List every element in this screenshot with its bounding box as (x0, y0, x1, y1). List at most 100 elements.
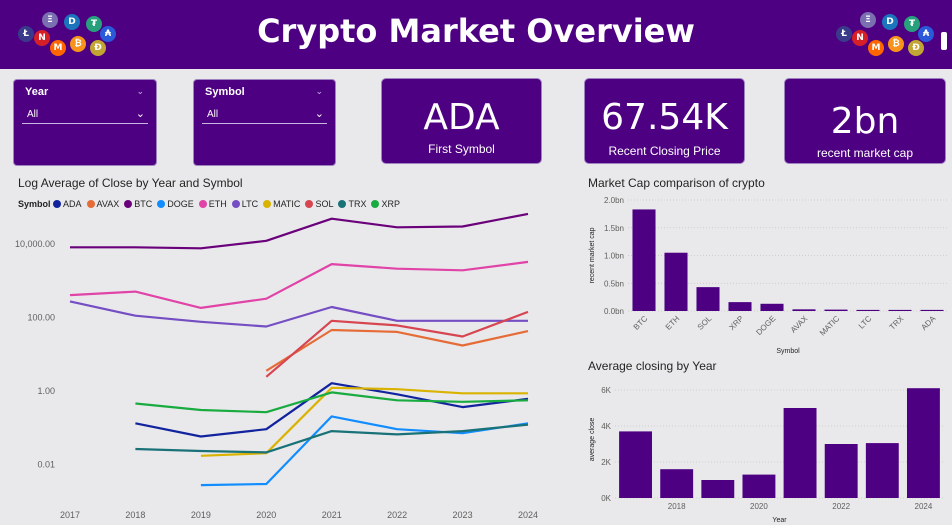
legend-item[interactable]: MATIC (263, 199, 300, 209)
kpi-card-market-cap: 2bn recent market cap (784, 78, 946, 164)
x-tick-label: 2018 (125, 510, 145, 520)
x-tick-label: SOL (696, 314, 714, 332)
bitcoin-icon: ₿ (70, 36, 86, 52)
dropdown-arrow-icon[interactable]: ⌄ (135, 108, 145, 120)
legend-label: BTC (134, 199, 153, 209)
legend-item[interactable]: ETH (198, 199, 227, 209)
bar-xrp (728, 302, 752, 311)
series-line-ltc (69, 300, 528, 328)
legend-item[interactable]: AVAX (86, 199, 119, 209)
legend-dot (371, 200, 380, 208)
legend-item[interactable]: XRP (371, 199, 400, 209)
tether-icon: ₮ (86, 16, 102, 32)
line-chart-title: Log Average of Close by Year and Symbol (18, 176, 243, 190)
series-line-eth (69, 260, 529, 309)
y-tick-label: 4K (601, 422, 611, 431)
symbol-select[interactable]: All ⌄ (202, 106, 327, 124)
bar-2020 (742, 474, 776, 498)
x-tick-label: 2022 (832, 502, 850, 511)
x-tick-label: AVAX (789, 314, 810, 335)
kpi-card-closing-price: 67.54K Recent Closing Price (584, 78, 745, 164)
legend-label: ETH (208, 199, 227, 209)
bar-2018 (660, 469, 694, 498)
bar-ltc (856, 309, 880, 311)
x-tick-label: 2022 (387, 510, 407, 520)
x-tick-label: BTC (632, 314, 650, 332)
year-select-value: All (27, 109, 39, 120)
x-tick-label: TRX (888, 314, 906, 332)
series-line-sol (265, 310, 529, 378)
chevron-down-icon[interactable]: ⌄ (315, 86, 323, 96)
dash-icon: D (64, 14, 80, 30)
x-axis-title: Year (772, 517, 787, 524)
y-axis-title: average close (589, 418, 596, 462)
market-cap-bar-chart: 0.0bn 0.5bn 1.0bn 1.5bn 2.0bn BTC ETH SOL XRP DOG… (589, 196, 948, 355)
y-tick-label: 2K (601, 458, 611, 467)
scrollbar-thumb[interactable] (941, 32, 947, 50)
x-tick-label: 2024 (915, 502, 933, 511)
y-tick-label: 1.00 (37, 386, 55, 396)
bar-doge (760, 303, 784, 311)
tether-icon: ₮ (904, 16, 920, 32)
y-tick-label: 1.0bn (604, 252, 624, 261)
legend-dot (338, 200, 347, 208)
y-tick-label: 1.5bn (604, 224, 624, 233)
x-tick-label: 2018 (668, 502, 686, 511)
x-tick-label: LTC (857, 314, 874, 331)
bar-2022 (824, 444, 858, 498)
x-tick-label: 2024 (518, 510, 538, 520)
legend-item[interactable]: BTC (124, 199, 152, 209)
kpi-value: 67.54K (601, 97, 728, 138)
dogecoin-icon: Ð (908, 40, 924, 56)
header-banner: Ł Ξ D ₮ N M ₿ Ð ₳ Crypto Market Overview… (0, 0, 952, 69)
kpi-value: ADA (423, 97, 500, 138)
bar-btc (632, 209, 656, 311)
legend-item[interactable]: ADA (53, 199, 82, 209)
series-line-avax (265, 328, 529, 372)
bar-2017 (619, 431, 653, 498)
legend-dot (231, 200, 240, 208)
neo-icon: N (852, 30, 868, 46)
neo-icon: N (34, 30, 50, 46)
x-tick-label: 2017 (60, 510, 80, 520)
legend-label: SOL (315, 199, 334, 209)
chevron-down-icon[interactable]: ⌄ (136, 86, 144, 96)
legend-dot (86, 200, 95, 208)
year-filter[interactable]: Year ⌄ All ⌄ (13, 79, 157, 166)
x-tick-label: 2021 (322, 510, 342, 520)
litecoin-icon: Ł (836, 26, 852, 42)
legend-item[interactable]: DOGE (157, 199, 194, 209)
dropdown-arrow-icon[interactable]: ⌄ (314, 108, 324, 120)
y-tick-label: 10,000.00 (15, 239, 55, 249)
y-tick-label: 0.01 (37, 459, 55, 469)
legend-item[interactable]: SOL (305, 199, 333, 209)
y-tick-label: 100.00 (27, 312, 55, 322)
legend-dot (124, 200, 133, 208)
series-line-xrp (135, 391, 529, 414)
year-select[interactable]: All ⌄ (22, 106, 148, 124)
x-axis-title: Symbol (776, 348, 800, 355)
year-filter-label: Year (25, 86, 49, 98)
symbol-filter[interactable]: Symbol ⌄ All ⌄ (193, 79, 336, 166)
legend-dot (53, 200, 62, 208)
kpi-label: First Symbol (428, 142, 495, 156)
x-tick-label: ETH (664, 314, 682, 332)
bar-avax (792, 309, 816, 311)
page-title: Crypto Market Overview (257, 12, 695, 50)
crypto-logos-left: Ł Ξ D ₮ N M ₿ Ð ₳ (14, 8, 120, 62)
kpi-label: recent market cap (816, 146, 914, 160)
legend-item[interactable]: LTC (231, 199, 258, 209)
legend-label: MATIC (273, 199, 301, 209)
kpi-card-first-symbol: ADA First Symbol (381, 78, 542, 164)
x-tick-label: XRP (727, 314, 745, 332)
series-line-btc (70, 212, 529, 250)
y-tick-label: 0.5bn (604, 279, 624, 288)
ethereum-icon: Ξ (860, 12, 876, 28)
bar-2024 (906, 388, 940, 498)
x-tick-label: ADA (919, 314, 937, 332)
x-tick-label: 2020 (750, 502, 768, 511)
kpi-value: 2bn (830, 101, 900, 142)
page-scrollbar[interactable] (941, 6, 949, 54)
y-tick-label: 2.0bn (604, 196, 624, 205)
legend-item[interactable]: TRX (338, 199, 366, 209)
